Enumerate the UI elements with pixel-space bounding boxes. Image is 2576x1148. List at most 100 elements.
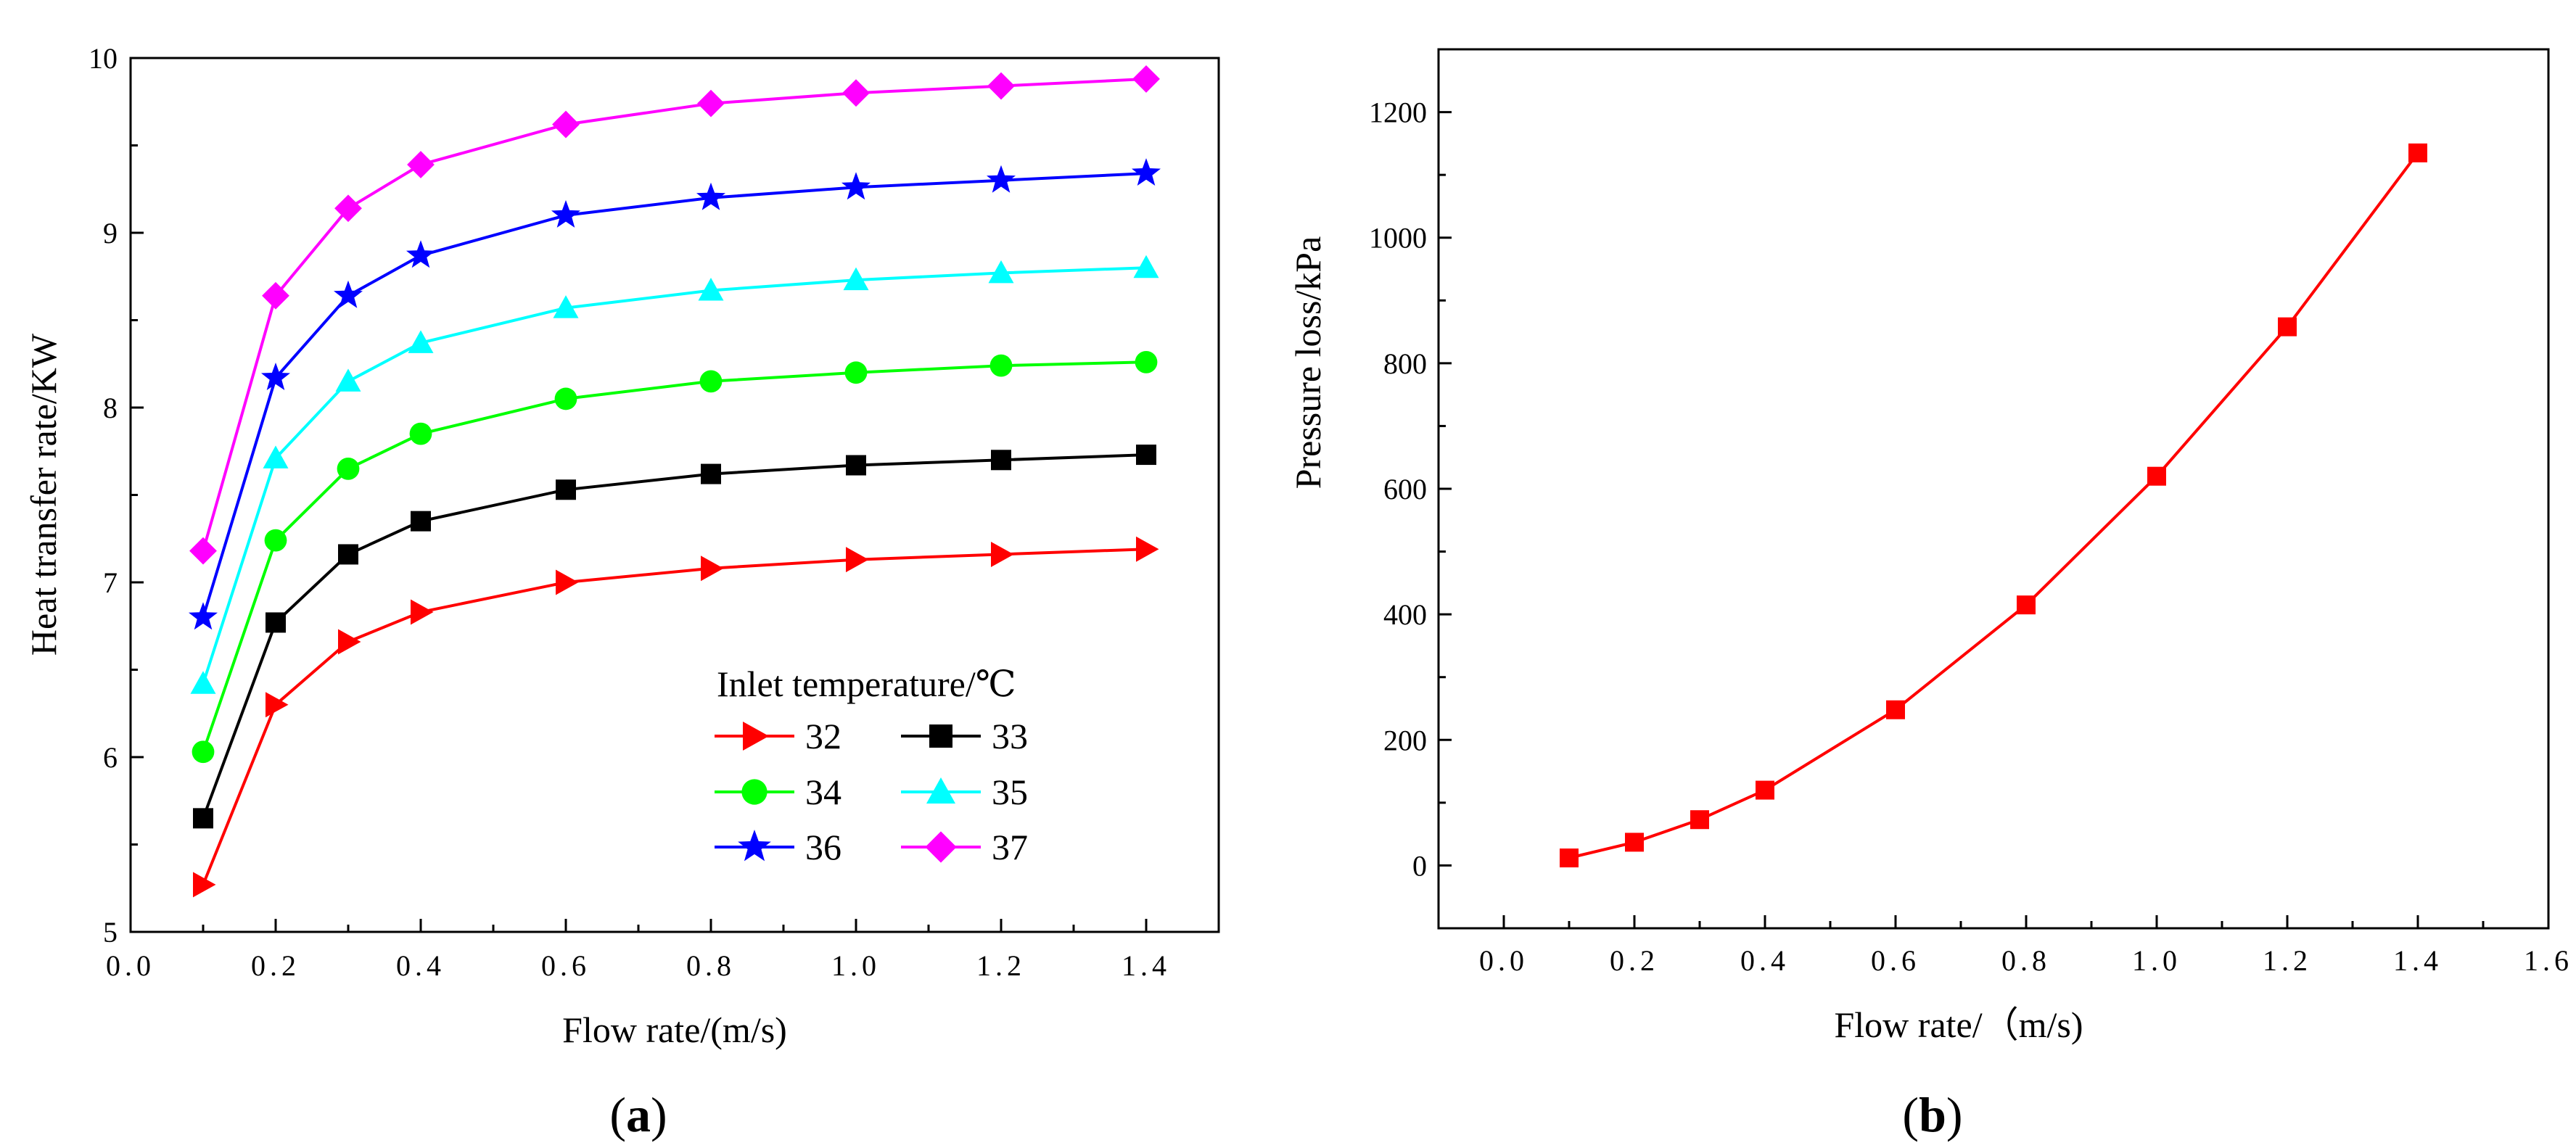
chart-a-legend-label-34: 34 (805, 772, 841, 812)
chart-a-series (189, 65, 1161, 898)
chart-a-point-34 (844, 361, 868, 384)
chart-b-point (2278, 317, 2297, 336)
chart-a-point-33 (701, 463, 721, 484)
chart-a-legend-label-32: 32 (805, 716, 841, 756)
chart-b-x-tick-label: 0.6 (1871, 944, 1920, 977)
chart-a-point-35 (190, 671, 216, 694)
chart-a-point-34 (699, 370, 723, 393)
chart-a-point-34 (264, 529, 287, 552)
chart-a-point-34 (554, 387, 577, 410)
chart-a-point-37 (697, 89, 725, 117)
chart-a-point-35 (698, 278, 724, 301)
chart-b-point (1690, 810, 1709, 830)
chart-b-x-axis-title: Flow rate/（m/s) (1834, 1004, 2083, 1045)
chart-a-x-tick-label: 0.4 (396, 949, 445, 982)
chart-a-point-33 (411, 511, 431, 532)
chart-b-y-tick-label: 400 (1383, 598, 1427, 631)
chart-a-point-36 (696, 182, 725, 210)
chart-b-x-tick-label: 1.0 (2132, 944, 2181, 977)
chart-b-ticks: 0.0 0.2 0.4 0.6 0.8 1.0 1.2 1.4 1.6 0 200 400 600 800… (1369, 96, 2573, 977)
chart-a-point-32 (266, 692, 289, 718)
chart-b-point (1886, 700, 1905, 719)
chart-a-point-33 (846, 455, 866, 476)
chart-a-point-35 (408, 330, 434, 353)
chart-a-point-35 (988, 260, 1014, 284)
chart-a-point-33 (338, 544, 358, 565)
chart-b-y-tick-label: 800 (1383, 347, 1427, 380)
chart-b-y-tick-label: 600 (1383, 473, 1427, 505)
chart-a-point-32 (846, 547, 869, 573)
chart-a-point-35 (553, 295, 579, 318)
chart-a-point-35 (843, 267, 869, 291)
chart-a-point-34 (337, 457, 360, 480)
chart-b-y-tick-label: 200 (1383, 724, 1427, 756)
chart-a-legend-marker-37 (925, 831, 957, 863)
chart-b-x-tick-label: 1.6 (2524, 944, 2573, 977)
chart-a-point-37 (842, 79, 870, 107)
chart-a-point-36 (334, 280, 363, 308)
chart-b-series-line (1568, 152, 2419, 859)
chart-a-legend-label-35: 35 (992, 772, 1028, 812)
chart-a-legend: Inlet temperature/℃ 32 33 34 35 36 37 (715, 664, 1028, 867)
chart-b: 0.0 0.2 0.4 0.6 0.8 1.0 1.2 1.4 1.6 0 200 400 600 800… (1288, 48, 2573, 1142)
chart-a-point-34 (989, 354, 1013, 377)
chart-a-point-33 (556, 479, 576, 500)
chart-a-point-36 (551, 199, 580, 228)
chart-a-x-tick-label: 1.0 (831, 949, 881, 982)
chart-a-point-37 (987, 72, 1015, 100)
chart-a-point-37 (334, 194, 362, 223)
chart-a-x-tick-label: 0.8 (686, 949, 736, 982)
chart-b-point (1560, 848, 1579, 868)
chart-a-legend-title: Inlet temperature/℃ (717, 664, 1016, 704)
chart-b-point (2408, 143, 2427, 162)
chart-a-point-37 (552, 110, 580, 139)
chart-a-point-32 (1136, 536, 1159, 562)
chart-a-panel-label: (a) (609, 1087, 667, 1142)
chart-a-plot-frame (129, 57, 1220, 933)
chart-b-point (1756, 780, 1774, 800)
chart-a-point-34 (192, 740, 215, 764)
chart-b-point (1625, 833, 1644, 852)
chart-a-point-36 (406, 240, 435, 268)
chart-b-x-tick-label: 0.8 (2001, 944, 2051, 977)
chart-a-point-37 (262, 281, 289, 310)
chart-a-legend-marker-36 (738, 830, 771, 862)
chart-a: 0.0 0.2 0.4 0.6 0.8 1.0 1.2 1.4 5 6 7 8 9 10 Inlet te… (23, 42, 1220, 1142)
chart-a-y-tick-label: 5 (103, 916, 118, 949)
chart-a-point-33 (1136, 445, 1156, 466)
chart-a-point-37 (407, 151, 435, 178)
chart-a-point-33 (193, 808, 213, 829)
chart-a-point-37 (189, 537, 217, 565)
chart-b-y-tick-label: 1200 (1369, 96, 1427, 129)
chart-a-point-35 (263, 445, 289, 468)
chart-a-point-32 (193, 872, 216, 898)
chart-a-x-tick-label: 0.2 (251, 949, 300, 982)
chart-b-y-tick-label: 0 (1412, 849, 1427, 882)
chart-a-legend-marker-34 (741, 779, 768, 805)
chart-a-y-tick-label: 10 (89, 42, 118, 75)
chart-b-panel-label: (b) (1902, 1087, 1962, 1142)
chart-a-y-axis-title: Heat transfer rate/KW (23, 333, 64, 656)
chart-a-y-tick-label: 8 (103, 392, 118, 424)
chart-a-point-36 (841, 172, 871, 200)
chart-b-x-tick-label: 1.4 (2393, 944, 2443, 977)
chart-a-point-36 (987, 165, 1016, 193)
chart-b-y-axis-title: Pressure loss/kPa (1288, 236, 1328, 490)
chart-a-point-32 (411, 599, 434, 625)
chart-a-point-34 (1135, 350, 1158, 373)
chart-a-point-36 (1132, 158, 1161, 186)
chart-a-legend-label-37: 37 (992, 827, 1028, 867)
chart-b-x-tick-label: 0.2 (1610, 944, 1659, 977)
chart-b-y-tick-label: 1000 (1369, 222, 1427, 255)
chart-a-legend-label-33: 33 (992, 716, 1028, 756)
chart-a-point-35 (335, 368, 361, 392)
chart-a-legend-marker-35 (926, 777, 955, 804)
chart-b-point (2147, 466, 2166, 486)
chart-a-x-tick-label: 1.4 (1122, 949, 1171, 982)
chart-a-point-37 (1132, 65, 1160, 93)
chart-a-y-tick-label: 7 (103, 566, 118, 599)
chart-a-legend-marker-33 (929, 724, 952, 748)
chart-a-y-tick-label: 9 (103, 217, 118, 249)
chart-a-point-32 (338, 629, 361, 655)
